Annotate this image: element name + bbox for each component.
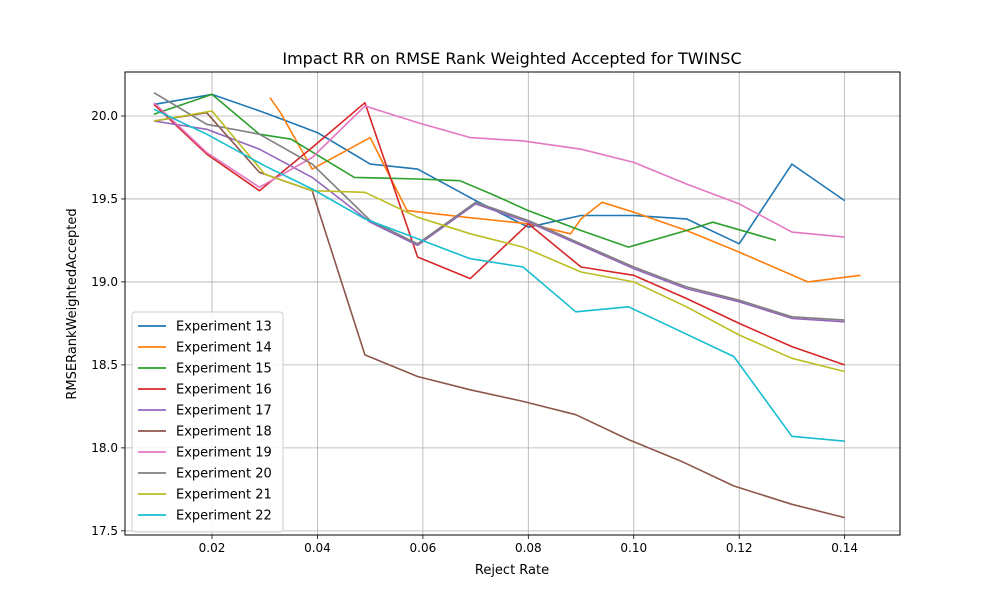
legend: Experiment 13 Experiment 14 Experiment 15 E… (131, 311, 284, 533)
y-tick-label: 20.0 (91, 109, 118, 123)
experiment-15-line (153, 93, 777, 248)
x-tick-label: 0.08 (515, 541, 542, 555)
x-tick-label: 0.10 (620, 541, 647, 555)
y-axis-title: RMSERankWeightedAccepted (65, 208, 80, 399)
chart-title: Impact RR on RMSE Rank Weighted Accepted… (282, 49, 741, 68)
experiment-19-line (153, 102, 845, 238)
y-tick-label: 19.5 (91, 192, 118, 206)
legend-label-experiment-13: Experiment 13 (176, 320, 272, 335)
legend-label-experiment-19: Experiment 19 (176, 446, 272, 461)
x-axis-title: Reject Rate (475, 563, 549, 578)
x-tick-label: 0.06 (410, 541, 437, 555)
plot-frame (124, 71, 901, 536)
x-tick-label: 0.02 (199, 541, 226, 555)
legend-label-experiment-16: Experiment 16 (176, 383, 272, 398)
experiment-22-line (153, 108, 845, 442)
axis-ticks: 0.02 0.04 0.06 0.08 0.10 0.12 0.14 17.5 18.0 18.5… (91, 109, 858, 555)
experiment-16-line (153, 101, 845, 366)
legend-label-experiment-22: Experiment 22 (176, 509, 272, 524)
experiment-20-line (153, 92, 845, 321)
legend-label-experiment-17: Experiment 17 (176, 404, 272, 419)
x-tick-label: 0.12 (726, 541, 753, 555)
x-tick-label: 0.04 (304, 541, 331, 555)
y-tick-label: 17.5 (91, 524, 118, 538)
experiment-14-line (269, 97, 861, 283)
legend-box (131, 311, 284, 533)
y-tick-label: 19.0 (91, 275, 118, 289)
x-tick-label: 0.14 (831, 541, 858, 555)
y-tick-label: 18.0 (91, 441, 118, 455)
legend-label-experiment-14: Experiment 14 (176, 341, 272, 356)
legend-label-experiment-20: Experiment 20 (176, 467, 272, 482)
experiment-21-line (153, 110, 845, 373)
experiment-13-line (153, 93, 846, 245)
legend-label-experiment-18: Experiment 18 (176, 425, 272, 440)
y-tick-label: 18.5 (91, 358, 118, 372)
experiment-17-line (153, 120, 845, 323)
series-lines (153, 92, 861, 519)
legend-label-experiment-15: Experiment 15 (176, 362, 272, 377)
legend-label-experiment-21: Experiment 21 (176, 488, 272, 503)
